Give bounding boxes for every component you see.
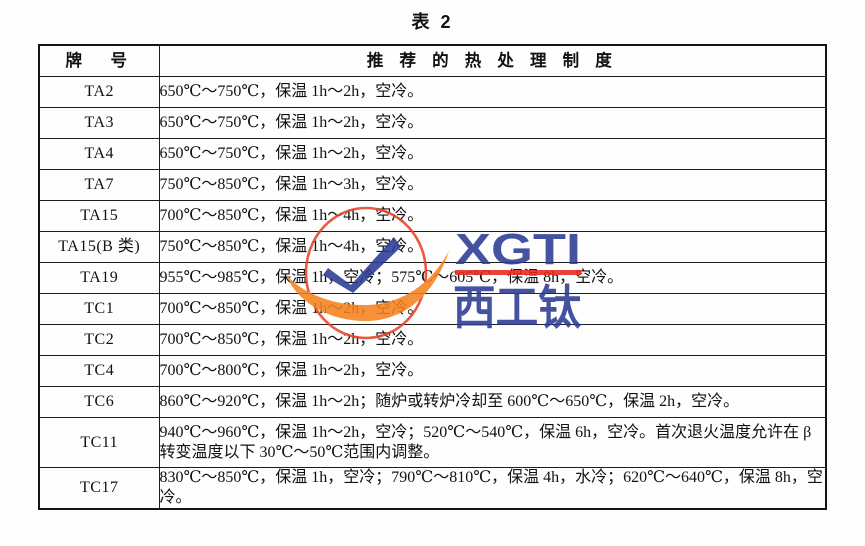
grade-cell: TC4 <box>38 355 160 387</box>
table-row: TA15(B 类) 750℃～850℃，保温 1h～4h，空冷。 <box>38 231 827 263</box>
table-title: 表 2 <box>411 12 454 32</box>
heat-treatment-table: 牌 号 推 荐 的 热 处 理 制 度 TA2 650℃～750℃，保温 1h～… <box>38 44 827 510</box>
table-row: TA7 750℃～850℃，保温 1h～3h，空冷。 <box>38 169 827 201</box>
treatment-cell: 860℃～920℃，保温 1h～2h；随炉或转炉冷却至 600℃～650℃，保温… <box>158 386 827 418</box>
table-row: TC17 830℃～850℃，保温 1h，空冷；790℃～810℃，保温 4h，… <box>38 467 827 510</box>
grade-cell: TC17 <box>38 467 160 510</box>
treatment-cell: 700℃～800℃，保温 1h～2h，空冷。 <box>158 355 827 387</box>
treatment-cell: 955℃～985℃，保温 1h，空冷；575℃～605℃，保温 8h，空冷。 <box>158 262 827 294</box>
treatment-cell: 650℃～750℃，保温 1h～2h，空冷。 <box>158 138 827 170</box>
table-row: TC2 700℃～850℃，保温 1h～2h，空冷。 <box>38 324 827 356</box>
table-header-row: 牌 号 推 荐 的 热 处 理 制 度 <box>38 44 827 77</box>
treatment-cell: 650℃～750℃，保温 1h～2h，空冷。 <box>158 76 827 108</box>
treatment-cell: 750℃～850℃，保温 1h～3h，空冷。 <box>158 169 827 201</box>
table-row: TA15 700℃～850℃，保温 1h～4h，空冷。 <box>38 200 827 232</box>
table-row: TA19 955℃～985℃，保温 1h，空冷；575℃～605℃，保温 8h，… <box>38 262 827 294</box>
treatment-cell: 700℃～850℃，保温 1h～4h，空冷。 <box>158 200 827 232</box>
table-row: TA3 650℃～750℃，保温 1h～2h，空冷。 <box>38 107 827 139</box>
table-row: TC1 700℃～850℃，保温 1h～2h，空冷。 <box>38 293 827 325</box>
table-row: TC4 700℃～800℃，保温 1h～2h，空冷。 <box>38 355 827 387</box>
treatment-cell: 940℃～960℃，保温 1h～2h，空冷；520℃～540℃，保温 6h，空冷… <box>158 417 827 468</box>
table-row: TA4 650℃～750℃，保温 1h～2h，空冷。 <box>38 138 827 170</box>
table-row: TA2 650℃～750℃，保温 1h～2h，空冷。 <box>38 76 827 108</box>
treatment-cell: 750℃～850℃，保温 1h～4h，空冷。 <box>158 231 827 263</box>
table-row: TC6 860℃～920℃，保温 1h～2h；随炉或转炉冷却至 600℃～650… <box>38 386 827 418</box>
grade-cell: TA15(B 类) <box>38 231 160 263</box>
grade-cell: TA15 <box>38 200 160 232</box>
table-row: TC11 940℃～960℃，保温 1h～2h，空冷；520℃～540℃，保温 … <box>38 417 827 468</box>
treatment-cell: 700℃～850℃，保温 1h～2h，空冷。 <box>158 324 827 356</box>
grade-cell: TC1 <box>38 293 160 325</box>
grade-cell: TC11 <box>38 417 160 468</box>
grade-cell: TA4 <box>38 138 160 170</box>
treatment-cell: 830℃～850℃，保温 1h，空冷；790℃～810℃，保温 4h，水冷；62… <box>158 467 827 510</box>
grade-cell: TC2 <box>38 324 160 356</box>
grade-cell: TC6 <box>38 386 160 418</box>
grade-column-header: 牌 号 <box>38 44 160 77</box>
treatment-column-header: 推 荐 的 热 处 理 制 度 <box>158 44 827 77</box>
treatment-cell: 650℃～750℃，保温 1h～2h，空冷。 <box>158 107 827 139</box>
grade-cell: TA19 <box>38 262 160 294</box>
grade-cell: TA7 <box>38 169 160 201</box>
treatment-cell: 700℃～850℃，保温 1h～2h，空冷。 <box>158 293 827 325</box>
grade-cell: TA3 <box>38 107 160 139</box>
grade-cell: TA2 <box>38 76 160 108</box>
